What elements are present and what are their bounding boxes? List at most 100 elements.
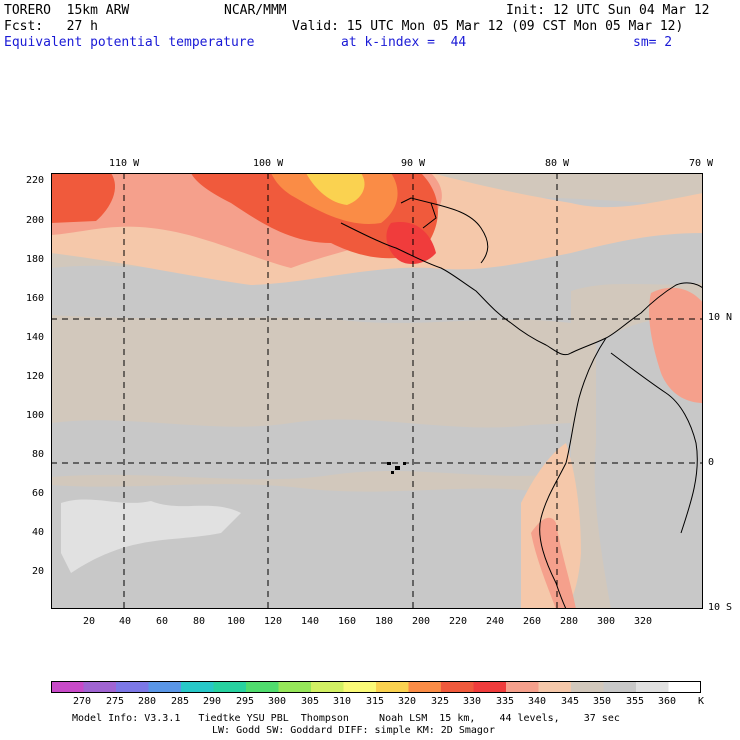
colorbar-swatch — [376, 681, 409, 693]
x-tick: 20 — [82, 616, 96, 627]
colorbar-unit: K — [697, 696, 705, 707]
colorbar-swatch — [603, 681, 637, 693]
field-yellow-mexico — [306, 173, 365, 205]
galapagos-islands — [387, 462, 406, 474]
field-salmon-peru — [531, 517, 576, 609]
colorbar-label: 295 — [235, 696, 255, 707]
model-title: TORERO 15km ARW — [4, 3, 130, 18]
y-tick: 160 — [25, 293, 44, 304]
colorbar-label: 320 — [397, 696, 417, 707]
field-pink-colombia — [649, 287, 703, 403]
colorbar-frame — [51, 681, 701, 693]
lon-label: 90 W — [400, 158, 426, 169]
colorbar-label: 275 — [105, 696, 125, 707]
lat-label: 0 — [708, 457, 715, 468]
colorbar-label: 330 — [462, 696, 482, 707]
y-tick: 180 — [25, 254, 44, 265]
colorbar-swatch — [278, 681, 312, 693]
theta-e-map — [51, 173, 703, 609]
field-red-west — [51, 173, 116, 223]
colorbar-swatch — [83, 681, 117, 693]
x-tick: 220 — [448, 616, 468, 627]
x-tick: 120 — [263, 616, 283, 627]
colorbar-label: 315 — [365, 696, 385, 707]
field-name: Equivalent potential temperature — [4, 35, 255, 50]
x-tick: 180 — [374, 616, 394, 627]
y-tick: 20 — [31, 566, 44, 577]
field-grey-mid — [51, 419, 571, 480]
colorbar-swatch — [506, 681, 539, 693]
colorbar-label: 325 — [430, 696, 450, 707]
colorbar-label: 360 — [657, 696, 677, 707]
colorbar-label: 350 — [592, 696, 612, 707]
x-tick: 140 — [300, 616, 320, 627]
x-tick: 240 — [485, 616, 505, 627]
x-tick: 260 — [522, 616, 542, 627]
lon-label: 110 W — [109, 158, 140, 169]
colorbar-swatch — [343, 681, 377, 693]
lon-label: 70 W — [688, 158, 714, 169]
lat-label: 10 S — [708, 602, 733, 613]
field-grey-north — [51, 260, 571, 323]
x-tick: 160 — [337, 616, 357, 627]
field-red-central — [386, 222, 436, 265]
center-name: NCAR/MMM — [224, 3, 287, 18]
y-tick: 200 — [25, 215, 44, 226]
field-light-grey — [61, 499, 241, 573]
colorbar-label: 340 — [527, 696, 547, 707]
colorbar-label: 280 — [137, 696, 157, 707]
y-tick: 140 — [25, 332, 44, 343]
colorbar-label: 285 — [170, 696, 190, 707]
y-tick: 40 — [31, 527, 44, 538]
x-tick: 100 — [226, 616, 246, 627]
colorbar-swatch — [473, 681, 507, 693]
physics-info: LW: Godd SW: Goddard DIFF: simple KM: 2D… — [212, 725, 495, 736]
colorbar-swatch — [181, 681, 214, 693]
colorbar-swatch — [311, 681, 344, 693]
colorbar-swatch — [636, 681, 669, 693]
lat-label: 10 N — [708, 312, 733, 323]
y-tick: 100 — [25, 410, 44, 421]
y-tick: 220 — [25, 175, 44, 186]
map-frame — [51, 173, 703, 609]
x-tick: 280 — [559, 616, 579, 627]
lon-label: 100 W — [253, 158, 284, 169]
colorbar — [51, 681, 701, 693]
colorbar-label: 335 — [495, 696, 515, 707]
colorbar-label: 310 — [332, 696, 352, 707]
colorbar-swatch — [538, 681, 572, 693]
colorbar-label: 355 — [625, 696, 645, 707]
x-tick: 40 — [118, 616, 132, 627]
y-tick: 120 — [25, 371, 44, 382]
colorbar-swatch — [213, 681, 247, 693]
lon-label: 80 W — [544, 158, 570, 169]
colorbar-swatch — [668, 681, 701, 693]
y-tick: 80 — [31, 449, 44, 460]
init-time: Init: 12 UTC Sun 04 Mar 12 — [506, 3, 710, 18]
smoothing-info: sm= 2 — [633, 35, 673, 50]
colorbar-label: 305 — [300, 696, 320, 707]
graticule — [51, 173, 703, 609]
coastlines — [340, 197, 703, 609]
colorbar-label: 300 — [267, 696, 287, 707]
colorbar-label: 345 — [560, 696, 580, 707]
colorbar-swatch — [571, 681, 604, 693]
colorbar-swatch — [116, 681, 149, 693]
colorbar-swatch — [441, 681, 474, 693]
colorbar-swatch — [246, 681, 279, 693]
colorbar-swatch — [408, 681, 442, 693]
colorbar-label: 270 — [72, 696, 92, 707]
x-tick: 300 — [596, 616, 616, 627]
x-tick: 320 — [633, 616, 653, 627]
colorbar-swatch — [51, 681, 84, 693]
valid-time: Valid: 15 UTC Mon 05 Mar 12 (09 CST Mon … — [292, 19, 684, 34]
model-info: Model Info: V3.3.1 Tiedtke YSU PBL Thomp… — [72, 713, 620, 724]
x-tick: 80 — [192, 616, 206, 627]
colorbar-label: 290 — [202, 696, 222, 707]
level-info: at k-index = 44 — [341, 35, 467, 50]
x-tick: 200 — [411, 616, 431, 627]
y-tick: 60 — [31, 488, 44, 499]
forecast-hour: Fcst: 27 h — [4, 19, 98, 34]
colorbar-swatch — [148, 681, 182, 693]
x-tick: 60 — [155, 616, 169, 627]
